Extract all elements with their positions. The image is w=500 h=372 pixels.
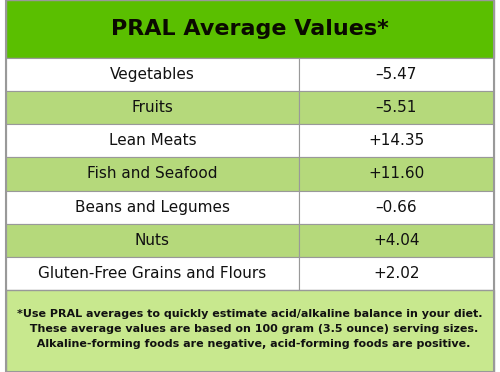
Bar [6,257,299,290]
Bar [299,124,494,157]
Text: –5.47: –5.47 [376,67,417,82]
Text: Fruits: Fruits [132,100,173,115]
Text: +4.04: +4.04 [373,233,420,248]
Text: –0.66: –0.66 [376,200,417,215]
Text: +14.35: +14.35 [368,133,424,148]
Text: Fish and Seafood: Fish and Seafood [87,166,218,182]
Text: Gluten-Free Grains and Flours: Gluten-Free Grains and Flours [38,266,266,281]
Bar [299,157,494,190]
Bar [6,190,299,224]
Bar [6,91,299,124]
Bar [6,0,494,58]
Bar [299,91,494,124]
Bar [6,157,299,190]
Bar [6,58,299,91]
Text: *Use PRAL averages to quickly estimate acid/alkaline balance in your diet.
  The: *Use PRAL averages to quickly estimate a… [17,310,483,349]
Bar [299,257,494,290]
Bar [6,224,299,257]
Text: +2.02: +2.02 [373,266,420,281]
Bar [6,124,299,157]
Text: Vegetables: Vegetables [110,67,195,82]
Bar [299,190,494,224]
Text: +11.60: +11.60 [368,166,424,182]
Text: PRAL Average Values*: PRAL Average Values* [111,19,389,39]
Text: –5.51: –5.51 [376,100,417,115]
Text: Nuts: Nuts [135,233,170,248]
Bar [6,290,494,372]
Bar [299,58,494,91]
Bar [299,224,494,257]
Text: Lean Meats: Lean Meats [108,133,196,148]
Text: Beans and Legumes: Beans and Legumes [75,200,230,215]
